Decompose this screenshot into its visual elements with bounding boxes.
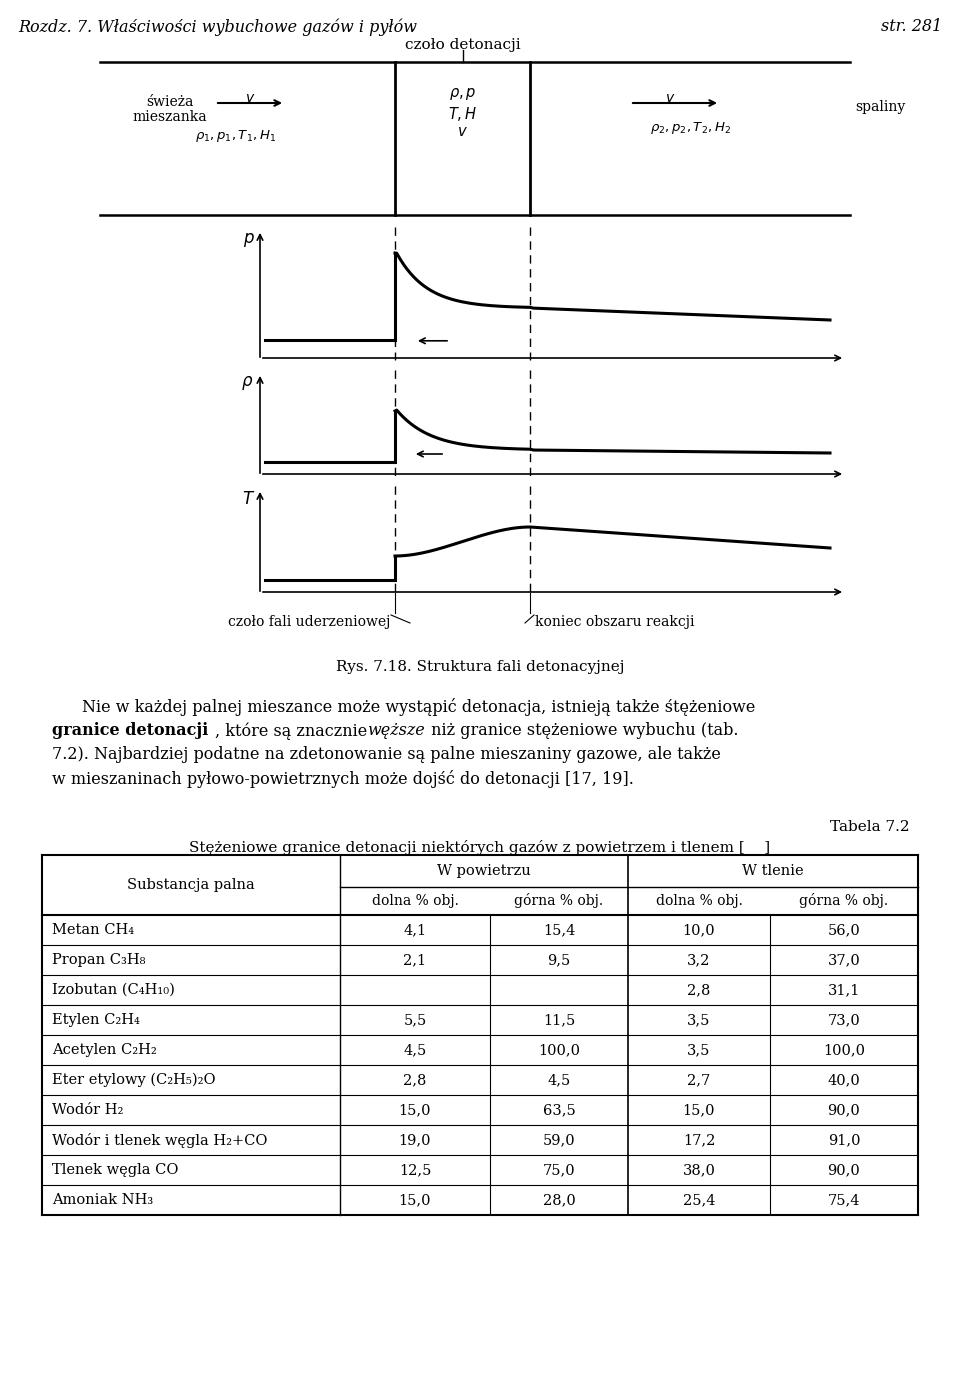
Text: niż granice stężeniowe wybuchu (tab.: niż granice stężeniowe wybuchu (tab.: [426, 721, 738, 739]
Text: 10,0: 10,0: [683, 923, 715, 937]
Text: W tlenie: W tlenie: [742, 864, 804, 878]
Text: 11,5: 11,5: [542, 1013, 575, 1027]
Text: Rys. 7.18. Struktura fali detonacyjnej: Rys. 7.18. Struktura fali detonacyjnej: [336, 661, 624, 674]
Text: 40,0: 40,0: [828, 1072, 860, 1088]
Text: mieszanka: mieszanka: [132, 111, 207, 124]
Text: koniec obszaru reakcji: koniec obszaru reakcji: [535, 615, 694, 629]
Text: 56,0: 56,0: [828, 923, 860, 937]
Text: 4,5: 4,5: [547, 1072, 570, 1088]
Text: w mieszaninach pyłowo-powietrznych może dojść do detonacji [17, 19].: w mieszaninach pyłowo-powietrznych może …: [52, 770, 634, 788]
Text: Propan C₃H₈: Propan C₃H₈: [52, 954, 146, 967]
Text: Rozdz. 7. Właściwości wybuchowe gazów i pyłów: Rozdz. 7. Właściwości wybuchowe gazów i …: [18, 18, 417, 36]
Text: 100,0: 100,0: [823, 1043, 865, 1057]
Text: 2,8: 2,8: [403, 1072, 426, 1088]
Text: 3,5: 3,5: [687, 1013, 710, 1027]
Text: granice detonacji: granice detonacji: [52, 721, 208, 739]
Text: dolna % obj.: dolna % obj.: [372, 894, 459, 908]
Text: dolna % obj.: dolna % obj.: [656, 894, 742, 908]
Text: 59,0: 59,0: [542, 1133, 575, 1147]
Text: $T, H$: $T, H$: [448, 105, 477, 123]
Text: 4,5: 4,5: [403, 1043, 426, 1057]
Text: str. 281: str. 281: [881, 18, 942, 35]
Text: Wodór i tlenek węgla H₂+CO: Wodór i tlenek węgla H₂+CO: [52, 1132, 268, 1147]
Text: Acetylen C₂H₂: Acetylen C₂H₂: [52, 1043, 156, 1057]
Text: 63,5: 63,5: [542, 1103, 575, 1117]
Text: 15,0: 15,0: [398, 1103, 431, 1117]
Text: Amoniak NH₃: Amoniak NH₃: [52, 1193, 154, 1206]
Text: $\rho_2, p_2, T_2, H_2$: $\rho_2, p_2, T_2, H_2$: [650, 120, 731, 135]
Text: 28,0: 28,0: [542, 1193, 575, 1206]
Text: 12,5: 12,5: [398, 1164, 431, 1177]
Text: 19,0: 19,0: [398, 1133, 431, 1147]
Text: 4,1: 4,1: [403, 923, 426, 937]
Text: 90,0: 90,0: [828, 1164, 860, 1177]
Text: 2,8: 2,8: [687, 983, 710, 996]
Text: 15,0: 15,0: [683, 1103, 715, 1117]
Text: 38,0: 38,0: [683, 1164, 715, 1177]
Text: czoło fali uderzeniowej: czoło fali uderzeniowej: [228, 615, 390, 629]
Text: Etylen C₂H₄: Etylen C₂H₄: [52, 1013, 140, 1027]
Text: 25,4: 25,4: [683, 1193, 715, 1206]
Text: świeża: świeża: [146, 95, 194, 109]
Text: $p$: $p$: [243, 231, 255, 249]
Text: 31,1: 31,1: [828, 983, 860, 996]
Text: 3,5: 3,5: [687, 1043, 710, 1057]
Text: $T$: $T$: [242, 491, 255, 507]
Text: czoło detonacji: czoło detonacji: [405, 37, 520, 53]
Text: 91,0: 91,0: [828, 1133, 860, 1147]
Text: górna % obj.: górna % obj.: [515, 894, 604, 908]
Text: Tlenek węgla CO: Tlenek węgla CO: [52, 1164, 179, 1177]
Text: W powietrzu: W powietrzu: [437, 864, 531, 878]
Text: $v$: $v$: [245, 91, 255, 105]
Text: węższe: węższe: [367, 721, 424, 739]
Text: Izobutan (C₄H₁₀): Izobutan (C₄H₁₀): [52, 983, 175, 996]
Text: Nie w każdej palnej mieszance może wystąpić detonacja, istnieją także śtężeniowe: Nie w każdej palnej mieszance może wystą…: [82, 698, 756, 716]
Text: 17,2: 17,2: [683, 1133, 715, 1147]
Text: $v$: $v$: [457, 124, 468, 140]
Text: , które są znacznie: , które są znacznie: [215, 721, 372, 739]
Text: 5,5: 5,5: [403, 1013, 426, 1027]
Text: spaliny: spaliny: [855, 100, 905, 113]
Text: $\rho_1, p_1, T_1, H_1$: $\rho_1, p_1, T_1, H_1$: [195, 129, 276, 144]
Text: 15,4: 15,4: [542, 923, 575, 937]
Text: 7.2). Najbardziej podatne na zdetonowanie są palne mieszaniny gazowe, ale także: 7.2). Najbardziej podatne na zdetonowani…: [52, 746, 721, 763]
Text: Substancja palna: Substancja palna: [127, 878, 254, 891]
Text: 37,0: 37,0: [828, 954, 860, 967]
Text: $v$: $v$: [665, 91, 675, 105]
Text: 73,0: 73,0: [828, 1013, 860, 1027]
Text: Stężeniowe granice detonacji niektórych gazów z powietrzem i tlenem [    ]: Stężeniowe granice detonacji niektórych …: [189, 840, 771, 855]
Text: 75,4: 75,4: [828, 1193, 860, 1206]
Text: 3,2: 3,2: [687, 954, 710, 967]
Text: 15,0: 15,0: [398, 1193, 431, 1206]
Text: Eter etylowy (C₂H₅)₂O: Eter etylowy (C₂H₅)₂O: [52, 1072, 216, 1088]
Text: 2,7: 2,7: [687, 1072, 710, 1088]
Text: Tabela 7.2: Tabela 7.2: [830, 820, 910, 833]
Text: $\rho, p$: $\rho, p$: [449, 86, 476, 102]
Text: Metan CH₄: Metan CH₄: [52, 923, 134, 937]
Text: 75,0: 75,0: [542, 1164, 575, 1177]
Text: 90,0: 90,0: [828, 1103, 860, 1117]
Text: $\rho$: $\rho$: [241, 375, 253, 392]
Text: 9,5: 9,5: [547, 954, 570, 967]
Text: 2,1: 2,1: [403, 954, 426, 967]
Text: 100,0: 100,0: [538, 1043, 580, 1057]
Text: Wodór H₂: Wodór H₂: [52, 1103, 124, 1117]
Text: górna % obj.: górna % obj.: [800, 894, 889, 908]
